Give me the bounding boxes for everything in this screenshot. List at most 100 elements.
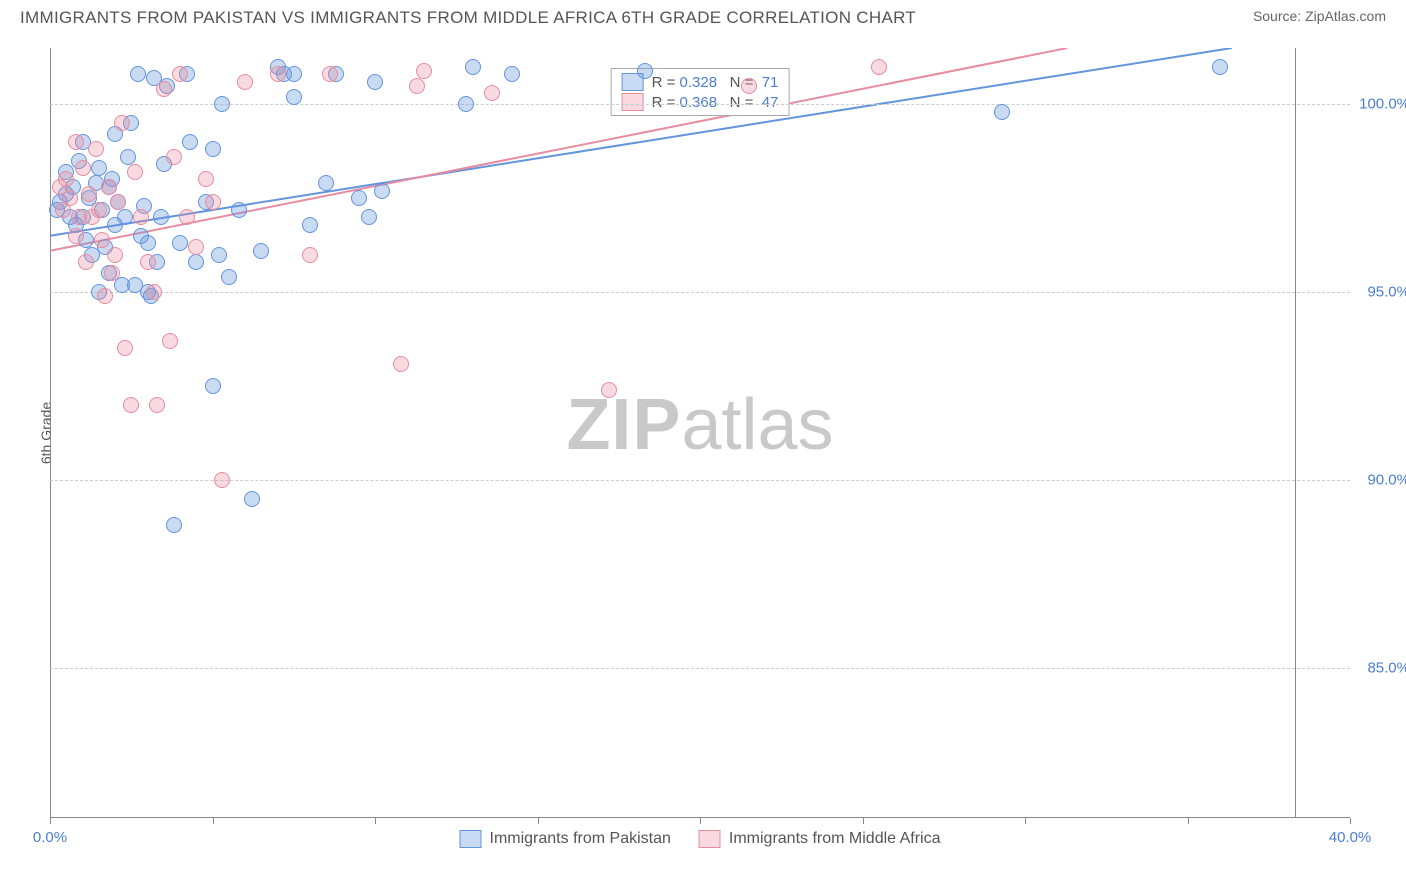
series-legend-item: Immigrants from Pakistan [460,830,671,848]
scatter-point [302,217,318,233]
x-tick [863,818,864,824]
scatter-point [58,171,74,187]
scatter-point [237,74,253,90]
x-tick-label: 40.0% [1329,829,1372,846]
scatter-point [179,209,195,225]
scatter-point [62,190,78,206]
scatter-point [465,59,481,75]
trend-lines-svg [50,48,1350,818]
gridline [50,480,1350,481]
scatter-point [211,247,227,263]
scatter-point [81,186,97,202]
x-tick [50,818,51,824]
x-tick [1025,818,1026,824]
scatter-point [166,517,182,533]
x-tick [700,818,701,824]
scatter-point [393,356,409,372]
correlation-legend-text: R = 0.368 N = 47 [652,94,779,111]
scatter-point [110,194,126,210]
scatter-point [244,491,260,507]
scatter-point [205,194,221,210]
scatter-point [198,171,214,187]
scatter-point [351,190,367,206]
scatter-point [221,269,237,285]
scatter-point [374,183,390,199]
scatter-point [253,243,269,259]
scatter-point [117,209,133,225]
scatter-point [101,179,117,195]
scatter-point [637,63,653,79]
y-tick-label: 95.0% [1367,284,1406,301]
scatter-point [231,202,247,218]
series-legend-label: Immigrants from Pakistan [490,830,671,848]
scatter-point [182,134,198,150]
gridline [50,104,1350,105]
scatter-point [94,232,110,248]
scatter-point [104,265,120,281]
scatter-point [146,284,162,300]
series-legend-label: Immigrants from Middle Africa [729,830,941,848]
scatter-point [130,66,146,82]
correlation-legend-row: R = 0.368 N = 47 [622,93,779,111]
scatter-point [361,209,377,225]
scatter-point [871,59,887,75]
watermark-atlas: atlas [681,385,833,465]
legend-swatch [460,830,482,848]
scatter-point [205,378,221,394]
scatter-point [741,78,757,94]
scatter-point [318,175,334,191]
scatter-point [322,66,338,82]
chart-title: IMMIGRANTS FROM PAKISTAN VS IMMIGRANTS F… [20,8,916,28]
axis-right [1295,48,1296,818]
scatter-point [286,66,302,82]
scatter-point [123,397,139,413]
y-tick-label: 90.0% [1367,471,1406,488]
chart-source: Source: ZipAtlas.com [1253,8,1386,24]
chart-container: 6th Grade ZIPatlas R = 0.328 N = 71R = 0… [50,48,1350,818]
scatter-point [114,115,130,131]
scatter-point [172,235,188,251]
scatter-point [117,340,133,356]
watermark-zip: ZIP [566,385,681,465]
scatter-point [214,472,230,488]
scatter-point [416,63,432,79]
trend-line [50,48,1067,251]
x-tick-label: 0.0% [33,829,67,846]
scatter-point [88,141,104,157]
scatter-point [214,96,230,112]
correlation-legend-text: R = 0.328 N = 71 [652,74,779,91]
scatter-point [140,235,156,251]
scatter-point [1212,59,1228,75]
scatter-point [994,104,1010,120]
scatter-point [166,149,182,165]
scatter-point [133,209,149,225]
series-legend-item: Immigrants from Middle Africa [699,830,941,848]
scatter-point [68,228,84,244]
scatter-point [302,247,318,263]
x-tick [538,818,539,824]
x-tick [213,818,214,824]
y-tick-label: 100.0% [1359,96,1406,113]
scatter-point [153,209,169,225]
scatter-point [367,74,383,90]
scatter-point [127,164,143,180]
scatter-point [107,247,123,263]
scatter-point [188,239,204,255]
scatter-point [149,397,165,413]
plot-area: ZIPatlas R = 0.328 N = 71 R = 0.368 N = 4… [50,48,1350,818]
scatter-point [75,160,91,176]
scatter-point [91,202,107,218]
scatter-point [188,254,204,270]
scatter-point [205,141,221,157]
legend-swatch [622,93,644,111]
scatter-point [172,66,188,82]
x-tick [375,818,376,824]
chart-header: IMMIGRANTS FROM PAKISTAN VS IMMIGRANTS F… [0,0,1406,32]
x-tick [1188,818,1189,824]
scatter-point [458,96,474,112]
gridline [50,668,1350,669]
scatter-point [601,382,617,398]
scatter-point [120,149,136,165]
x-tick [1350,818,1351,824]
gridline [50,292,1350,293]
